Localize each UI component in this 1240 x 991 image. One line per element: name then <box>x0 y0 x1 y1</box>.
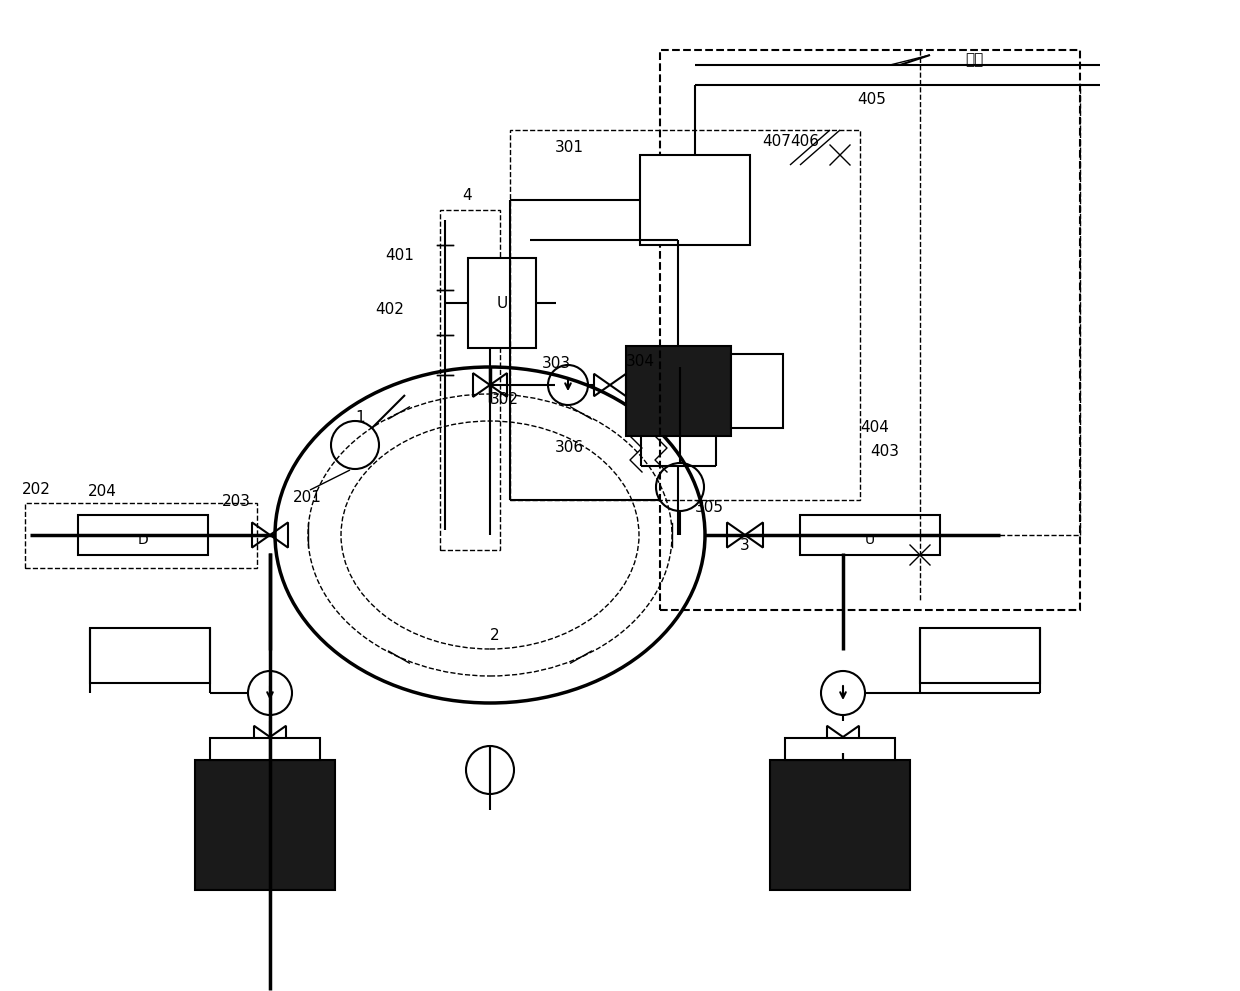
Text: 401: 401 <box>384 248 414 263</box>
Text: D: D <box>138 533 149 547</box>
Text: 303: 303 <box>542 356 572 371</box>
Text: 3: 3 <box>740 537 750 553</box>
Bar <box>800 515 940 555</box>
Text: U: U <box>496 295 507 310</box>
Bar <box>640 155 750 245</box>
Text: 201: 201 <box>293 491 322 505</box>
Text: 电网: 电网 <box>965 53 983 67</box>
Text: 404: 404 <box>861 420 889 435</box>
Text: 405: 405 <box>857 92 885 107</box>
Bar <box>467 258 536 348</box>
Bar <box>510 130 861 500</box>
Text: 203: 203 <box>222 495 250 509</box>
Bar <box>785 738 895 760</box>
Bar <box>440 210 500 550</box>
Text: 407: 407 <box>763 135 791 150</box>
Bar <box>195 760 335 890</box>
Text: 204: 204 <box>88 485 117 499</box>
Bar <box>920 628 1040 683</box>
Bar <box>91 628 210 683</box>
Text: 402: 402 <box>374 302 404 317</box>
Bar <box>732 354 782 428</box>
Text: 1: 1 <box>355 410 365 425</box>
Text: 302: 302 <box>490 392 520 407</box>
Text: U: U <box>866 533 875 547</box>
Text: 406: 406 <box>790 135 818 150</box>
Bar <box>626 346 732 436</box>
Text: 4: 4 <box>463 187 471 202</box>
Text: 305: 305 <box>694 499 724 514</box>
Text: 306: 306 <box>556 441 584 456</box>
Bar <box>78 515 208 555</box>
Bar <box>210 738 320 760</box>
Bar <box>25 503 257 568</box>
Text: 301: 301 <box>556 141 584 156</box>
Bar <box>660 50 1080 610</box>
Text: 304: 304 <box>626 355 655 370</box>
Bar <box>770 760 910 890</box>
Text: 403: 403 <box>870 445 899 460</box>
Text: 2: 2 <box>490 627 500 642</box>
Text: 202: 202 <box>22 483 51 497</box>
